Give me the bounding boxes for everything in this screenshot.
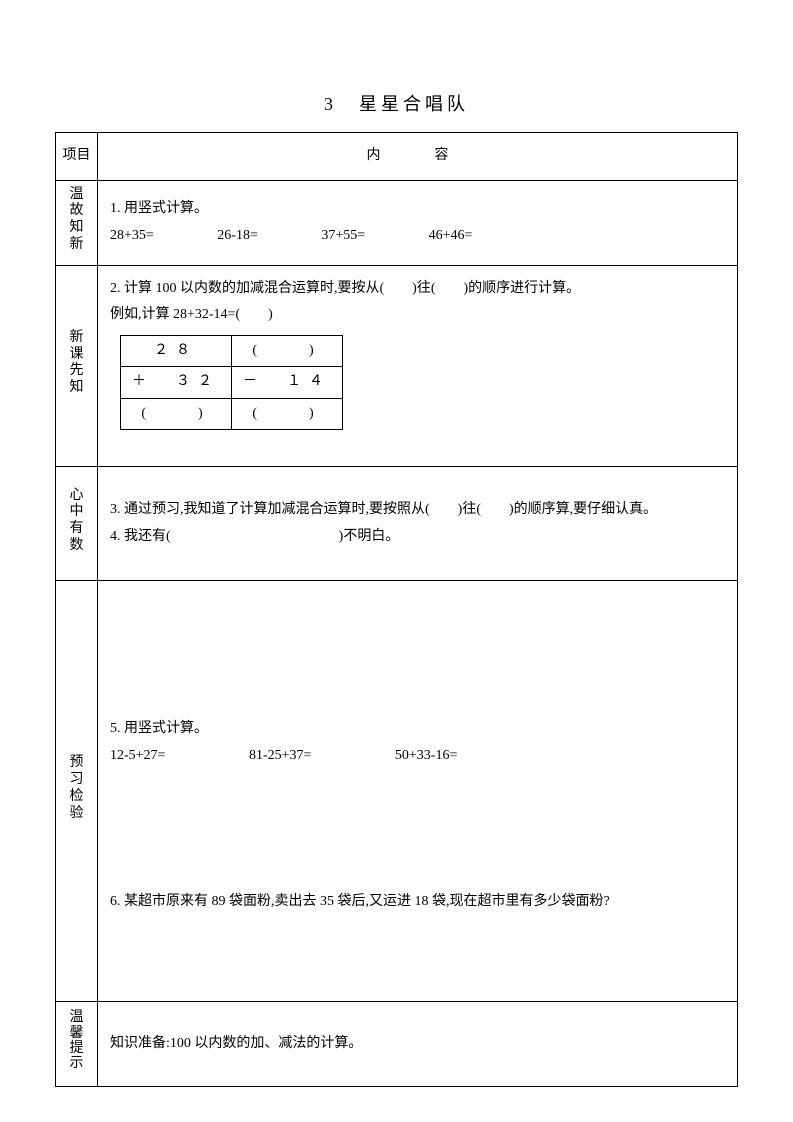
q1-eq3: 37+55= — [321, 223, 365, 250]
row-pretest: 预习检验 5. 用竖式计算。 12-5+27= 81-25+37= 50+33-… — [56, 581, 738, 1002]
worksheet-table: 项目 内 容 温故知新 1. 用竖式计算。 28+35= 26-18= 37+5… — [55, 132, 738, 1087]
header-col2: 内 容 — [98, 133, 738, 181]
row-summary-content: 3. 通过预习,我知道了计算加减混合运算时,要按照从( )往( )的顺序算,要仔… — [98, 466, 738, 580]
q1-equations: 28+35= 26-18= 37+55= 46+46= — [110, 223, 725, 250]
q6-text: 6. 某超市原来有 89 袋面粉,卖出去 35 袋后,又运进 18 袋,现在超市… — [110, 889, 725, 916]
row-pretest-content: 5. 用竖式计算。 12-5+27= 81-25+37= 50+33-16= 6… — [98, 581, 738, 1002]
row-summary-label: 心中有数 — [56, 466, 98, 580]
q2-line2: 例如,计算 28+32-14=( ) — [110, 302, 725, 329]
q2-line1: 2. 计算 100 以内数的加减混合运算时,要按从( )往( )的顺序进行计算。 — [110, 276, 725, 303]
q1-title: 1. 用竖式计算。 — [110, 196, 725, 223]
row-tip-label: 温馨提示 — [56, 1002, 98, 1087]
row-summary: 心中有数 3. 通过预习,我知道了计算加减混合运算时,要按照从( )往( )的顺… — [56, 466, 738, 580]
spacer — [110, 436, 725, 456]
vertical-calc-table: ２８ ( ) ＋ ３２ － １４ ( ) ( ) — [120, 335, 343, 430]
row-newlesson-label: 新课先知 — [56, 265, 98, 466]
q3-text: 3. 通过预习,我知道了计算加减混合运算时,要按照从( )往( )的顺序算,要仔… — [110, 497, 725, 524]
q5-title: 5. 用竖式计算。 — [110, 716, 725, 743]
calc-r1c2: ( ) — [232, 335, 343, 366]
q5-equations: 12-5+27= 81-25+37= 50+33-16= — [110, 743, 725, 770]
row-review-content: 1. 用竖式计算。 28+35= 26-18= 37+55= 46+46= — [98, 180, 738, 265]
q5-eq1: 12-5+27= — [110, 743, 165, 770]
calc-r2c2: － １４ — [232, 367, 343, 398]
page-title: 3 星星合唱队 — [55, 90, 738, 116]
q1-eq1: 28+35= — [110, 223, 154, 250]
calc-r3c2: ( ) — [232, 398, 343, 429]
calc-r1c1: ２８ — [121, 335, 232, 366]
row-pretest-label: 预习检验 — [56, 581, 98, 1002]
q1-eq2: 26-18= — [217, 223, 258, 250]
row-review-label: 温故知新 — [56, 180, 98, 265]
q1-eq4: 46+46= — [429, 223, 473, 250]
table-header-row: 项目 内 容 — [56, 133, 738, 181]
q5-eq2: 81-25+37= — [249, 743, 311, 770]
worksheet-page: 3 星星合唱队 项目 内 容 温故知新 1. 用竖式计算。 28+35= 26-… — [0, 0, 793, 1122]
header-col1: 项目 — [56, 133, 98, 181]
calc-r3c1: ( ) — [121, 398, 232, 429]
row-newlesson-content: 2. 计算 100 以内数的加减混合运算时,要按从( )往( )的顺序进行计算。… — [98, 265, 738, 466]
row-tip: 温馨提示 知识准备:100 以内数的加、减法的计算。 — [56, 1002, 738, 1087]
calc-r2c1: ＋ ３２ — [121, 367, 232, 398]
q5-eq3: 50+33-16= — [395, 743, 457, 770]
row-newlesson: 新课先知 2. 计算 100 以内数的加减混合运算时,要按从( )往( )的顺序… — [56, 265, 738, 466]
row-tip-content: 知识准备:100 以内数的加、减法的计算。 — [98, 1002, 738, 1087]
row-review: 温故知新 1. 用竖式计算。 28+35= 26-18= 37+55= 46+4… — [56, 180, 738, 265]
q4-text: 4. 我还有( )不明白。 — [110, 524, 725, 551]
